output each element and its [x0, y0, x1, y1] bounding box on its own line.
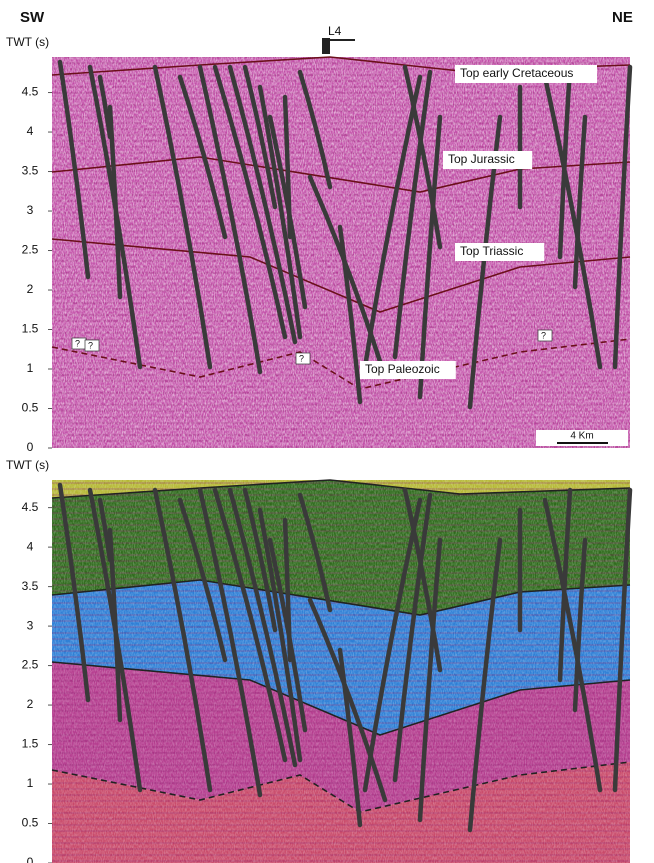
horizon-label: Top Jurassic: [448, 152, 515, 166]
fault: [257, 84, 303, 340]
fault: [542, 74, 603, 370]
y-tick-label: 4: [27, 124, 34, 138]
fault: [307, 174, 388, 380]
unknown-mark: ?: [88, 340, 93, 350]
horizon: [51, 761, 631, 813]
line-marker: [322, 38, 355, 54]
axis-label: TWT (s): [6, 458, 49, 472]
y-tick-label: 1.5: [22, 322, 39, 336]
y-tick-label: 2.5: [22, 243, 39, 257]
label-box: [455, 243, 545, 261]
label-box: [443, 151, 533, 169]
horizon: [51, 156, 631, 193]
fault: [212, 64, 288, 340]
y-tick-label: 3: [27, 203, 34, 217]
fault: [177, 497, 228, 663]
fault: [417, 537, 443, 823]
y-tick-label: 0.5: [22, 401, 39, 415]
y-tick-label: 3.5: [22, 164, 39, 178]
fault: [557, 64, 573, 260]
y-tick-label: 0.5: [22, 816, 39, 830]
unknown-box: [84, 339, 100, 352]
horizon-label: Top Triassic: [460, 244, 523, 258]
fault: [402, 64, 443, 250]
fault: [227, 487, 298, 768]
axis-label: TWT (s): [6, 35, 49, 49]
fault: [107, 104, 123, 300]
y-tick-label: 0: [27, 440, 34, 454]
label-box: [360, 361, 456, 379]
y-tick-label: 4: [27, 539, 34, 553]
horizon: [51, 579, 631, 616]
fault: [177, 74, 228, 240]
y-tick-label: 1.5: [22, 737, 39, 751]
horizon: [51, 238, 631, 313]
direction-right: NE: [612, 9, 633, 26]
horizon: [51, 661, 631, 736]
y-tick-label: 4.5: [22, 500, 39, 514]
y-tick-label: 3: [27, 618, 34, 632]
scale-label: 4 Km: [570, 431, 593, 442]
fault: [242, 64, 278, 210]
y-tick-label: 4.5: [22, 85, 39, 99]
fault: [267, 537, 308, 733]
y-tick-label: 2.5: [22, 658, 39, 672]
fault: [362, 74, 423, 370]
fault: [392, 69, 433, 360]
y-tick-label: 2: [27, 697, 34, 711]
fault: [337, 224, 363, 405]
fault: [242, 487, 278, 633]
y-tick-label: 1: [27, 361, 34, 375]
fault: [467, 537, 503, 833]
fault: [612, 64, 633, 370]
fault: [362, 497, 423, 793]
horizon: [51, 479, 631, 499]
y-tick-label: 2: [27, 282, 34, 296]
fault: [152, 64, 213, 370]
unknown-mark: ?: [299, 353, 304, 363]
fault: [197, 64, 263, 375]
unknown-box: [295, 352, 311, 365]
fault: [57, 59, 91, 280]
unknown-mark: ?: [541, 330, 546, 340]
horizon: [51, 338, 631, 390]
fault: [197, 487, 263, 798]
y-tick-label: 1: [27, 776, 34, 790]
fault: [152, 487, 213, 793]
fault: [402, 487, 443, 673]
fault: [612, 487, 633, 793]
fault: [107, 527, 123, 723]
fault: [257, 507, 303, 763]
seismic-panel: TWT (s) 0 0.5 1 1.5 2 2.5 3 3.5 4 4.5 Top early Cre…: [6, 35, 633, 454]
fault: [337, 647, 363, 828]
fault: [557, 487, 573, 683]
horizon-label: Top early Cretaceous: [460, 66, 573, 80]
fault: [307, 597, 388, 803]
fault: [392, 492, 433, 783]
fault: [227, 64, 298, 345]
fault: [297, 492, 333, 613]
y-tick-label: 3.5: [22, 579, 39, 593]
interpreted-panel: TWT (s) 0 0.5 1 1.5 2 2.5 3 3.5 4 4.5: [6, 458, 633, 863]
label-box: [455, 65, 597, 83]
line-label: L4: [328, 24, 342, 38]
y-tick-label: 0: [27, 855, 34, 863]
fault: [572, 114, 588, 290]
horizon-label: Top Paleozoic: [365, 362, 440, 376]
fault: [267, 114, 308, 310]
unknown-box: [537, 329, 553, 342]
direction-left: SW: [20, 9, 45, 26]
unknown-mark: ?: [75, 338, 80, 348]
fault: [57, 482, 91, 703]
fault: [212, 487, 288, 763]
fault: [542, 497, 603, 793]
fault: [297, 69, 333, 190]
fault: [572, 537, 588, 713]
